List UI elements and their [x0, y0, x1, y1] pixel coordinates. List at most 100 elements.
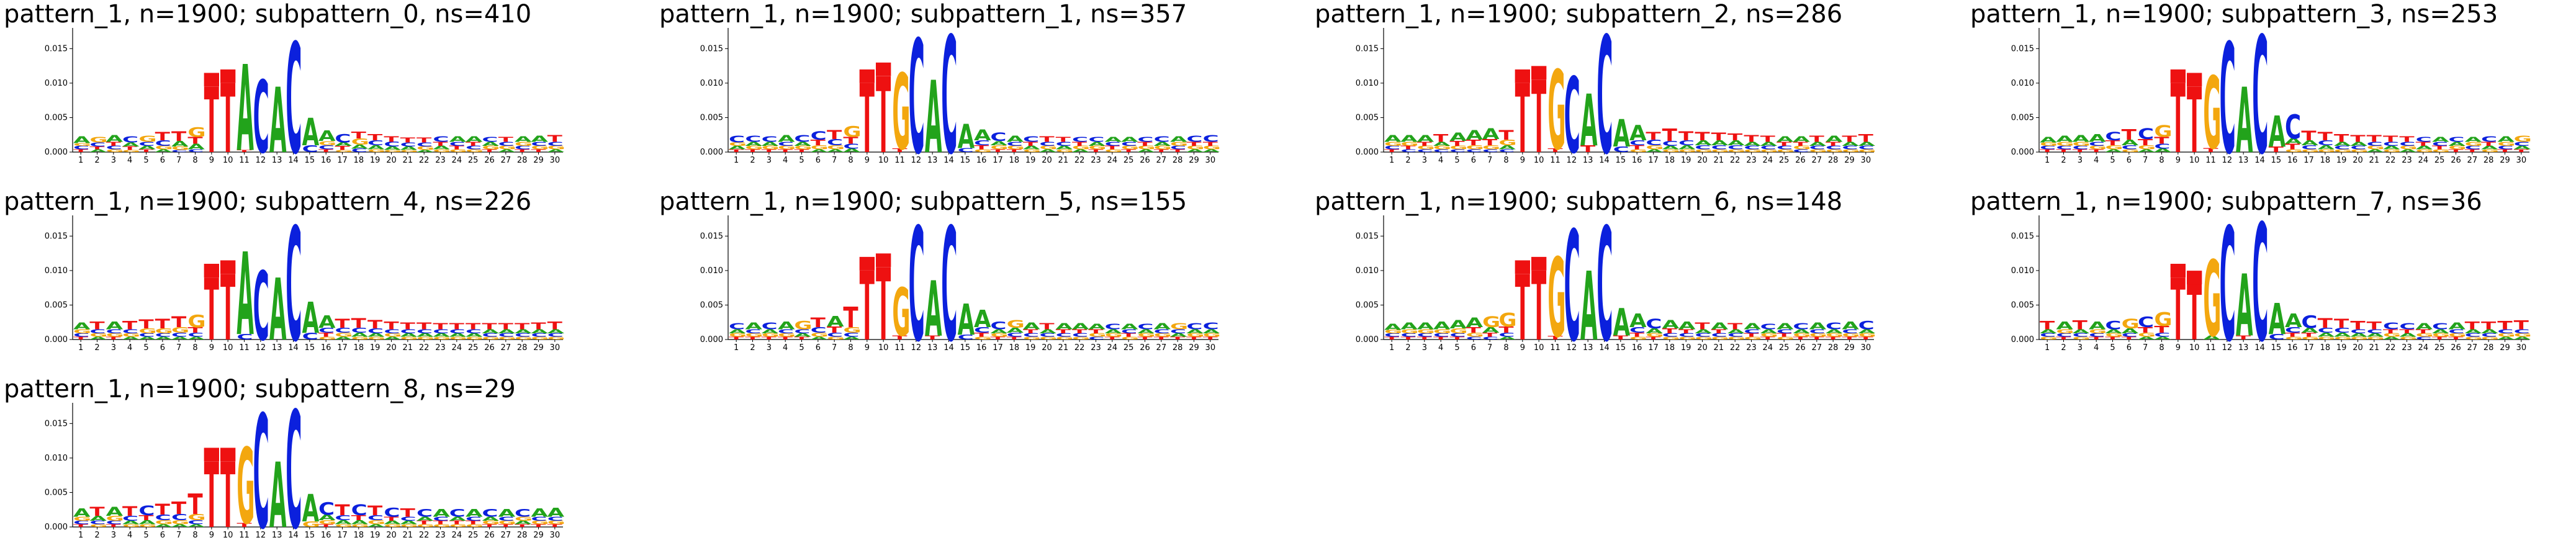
position-marker [2170, 69, 2186, 83]
logo-letter-A: A [515, 328, 532, 335]
x-tick-label: 25 [2434, 343, 2445, 353]
logo-letter-G: G [106, 333, 124, 338]
logo-letter-T: T [1809, 134, 1825, 144]
logo-letter-A: A [155, 524, 173, 528]
logo-letter-G: G [547, 520, 565, 526]
logo-letter-T: T [1531, 253, 1546, 363]
x-tick-label: 15 [1616, 156, 1626, 165]
x-tick-label: 24 [2418, 343, 2429, 353]
logo-letter-C: C [73, 520, 89, 526]
logo-letter-T: T [2497, 149, 2513, 153]
logo-letter-C: C [2481, 333, 2497, 338]
logo-letter-G: G [1417, 328, 1435, 335]
logo-letter-T: T [2514, 318, 2529, 332]
logo-letter-C: C [335, 327, 351, 335]
x-tick-label: 7 [832, 156, 837, 165]
logo-letter-G: G [1809, 333, 1827, 338]
logo-letter-T: T [1186, 336, 1202, 341]
logo-letter-G: G [1039, 145, 1057, 151]
logo-letter-A: A [1170, 333, 1187, 338]
logo-letter-A: A [1646, 149, 1663, 153]
x-tick-label: 4 [127, 531, 132, 540]
logo-letter-A: A [531, 328, 548, 335]
logo-letter-C: C [433, 516, 449, 523]
logo-letter-G: G [1678, 149, 1696, 153]
logo-letter-C: C [909, 196, 925, 377]
x-tick-label: 19 [370, 531, 381, 540]
logo-letter-G: G [1105, 333, 1123, 338]
logo-letter-C: C [941, 196, 957, 377]
logo-letter-C: C [2089, 141, 2105, 148]
position-marker [204, 448, 219, 462]
x-tick-label: 29 [1189, 343, 1199, 353]
logo-letter-C: C [335, 515, 351, 522]
logo-letter-T: T [1482, 331, 1498, 338]
logo-letter-G: G [1711, 336, 1729, 341]
logo-letter-T: T [335, 502, 350, 520]
x-tick-label: 27 [501, 343, 511, 353]
logo-letter-A: A [2040, 328, 2057, 335]
logo-letter-A: A [1203, 149, 1220, 153]
logo-letter-T: T [2154, 135, 2169, 146]
logo-letter-G: G [1711, 149, 1729, 153]
logo-letter-A: A [1744, 141, 1761, 148]
logo-letter-C: C [2383, 141, 2399, 148]
logo-letter-G: G [498, 145, 516, 151]
logo-letter-C: C [2138, 125, 2154, 143]
logo-letter-C: C [1727, 144, 1744, 151]
x-tick-label: 29 [533, 156, 544, 165]
logo-panel-5: pattern_1, n=1900; subpattern_5, ns=155 0… [659, 187, 1221, 377]
y-tick-label: 0.000 [45, 523, 68, 532]
y-tick-label: 0.015 [45, 44, 68, 53]
logo-letter-G: G [400, 524, 418, 528]
y-tick-label: 0.015 [45, 232, 68, 241]
logo-letter-A: A [1629, 309, 1647, 331]
logo-letter-C: C [236, 333, 253, 341]
logo-letter-C: C [73, 145, 89, 151]
logo-letter-C: C [762, 135, 778, 143]
logo-letter-T: T [1088, 149, 1104, 153]
logo-letter-G: G [1400, 141, 1418, 148]
logo-letter-T: T [1858, 132, 1873, 145]
logo-letter-A: A [122, 142, 140, 148]
logo-letter-T: T [1170, 336, 1186, 341]
logo-letter-C: C [1417, 333, 1433, 338]
logo-letter-G: G [2399, 145, 2417, 151]
logo-letter-T: T [745, 149, 760, 153]
logo-letter-T: T [1154, 149, 1169, 153]
logo-letter-C: C [1105, 141, 1121, 148]
x-tick-label: 15 [960, 343, 971, 353]
logo-letter-T: T [417, 321, 432, 331]
logo-letter-C: C [1629, 140, 1646, 147]
x-tick-label: 9 [209, 156, 214, 165]
x-tick-label: 26 [1140, 156, 1150, 165]
x-tick-label: 2 [2061, 156, 2066, 165]
logo-letter-T: T [547, 524, 563, 528]
logo-letter-A: A [433, 507, 450, 520]
position-marker [1531, 66, 1547, 80]
logo-letter-C: C [482, 507, 498, 520]
logo-letter-G: G [843, 326, 861, 335]
x-tick-label: 20 [2353, 156, 2363, 165]
logo-letter-T: T [2073, 149, 2088, 153]
logo-letter-C: C [318, 144, 335, 151]
logo-letter-C: C [1449, 149, 1466, 153]
logo-letter-T: T [400, 321, 416, 331]
logo-panel-6: pattern_1, n=1900; subpattern_6, ns=148 0… [1315, 187, 1876, 377]
logo-letter-G: G [2154, 308, 2172, 330]
logo-letter-A: A [482, 328, 499, 335]
logo-letter-T: T [1203, 336, 1218, 341]
logo-letter-G: G [2416, 149, 2434, 153]
logo-letter-G: G [1154, 333, 1172, 338]
logo-letter-T: T [1826, 336, 1841, 341]
logo-letter-T: T [2432, 145, 2448, 151]
logo-letter-C: C [2089, 333, 2105, 338]
x-tick-label: 5 [1454, 156, 1459, 165]
logo-letter-C: C [547, 333, 564, 338]
logo-letter-C: C [2334, 145, 2350, 151]
x-tick-label: 17 [1648, 156, 1659, 165]
logo-letter-C: C [1072, 136, 1088, 143]
logo-letter-G: G [2350, 149, 2368, 153]
x-tick-label: 19 [1681, 343, 1691, 353]
logo-letter-C: C [122, 515, 138, 523]
